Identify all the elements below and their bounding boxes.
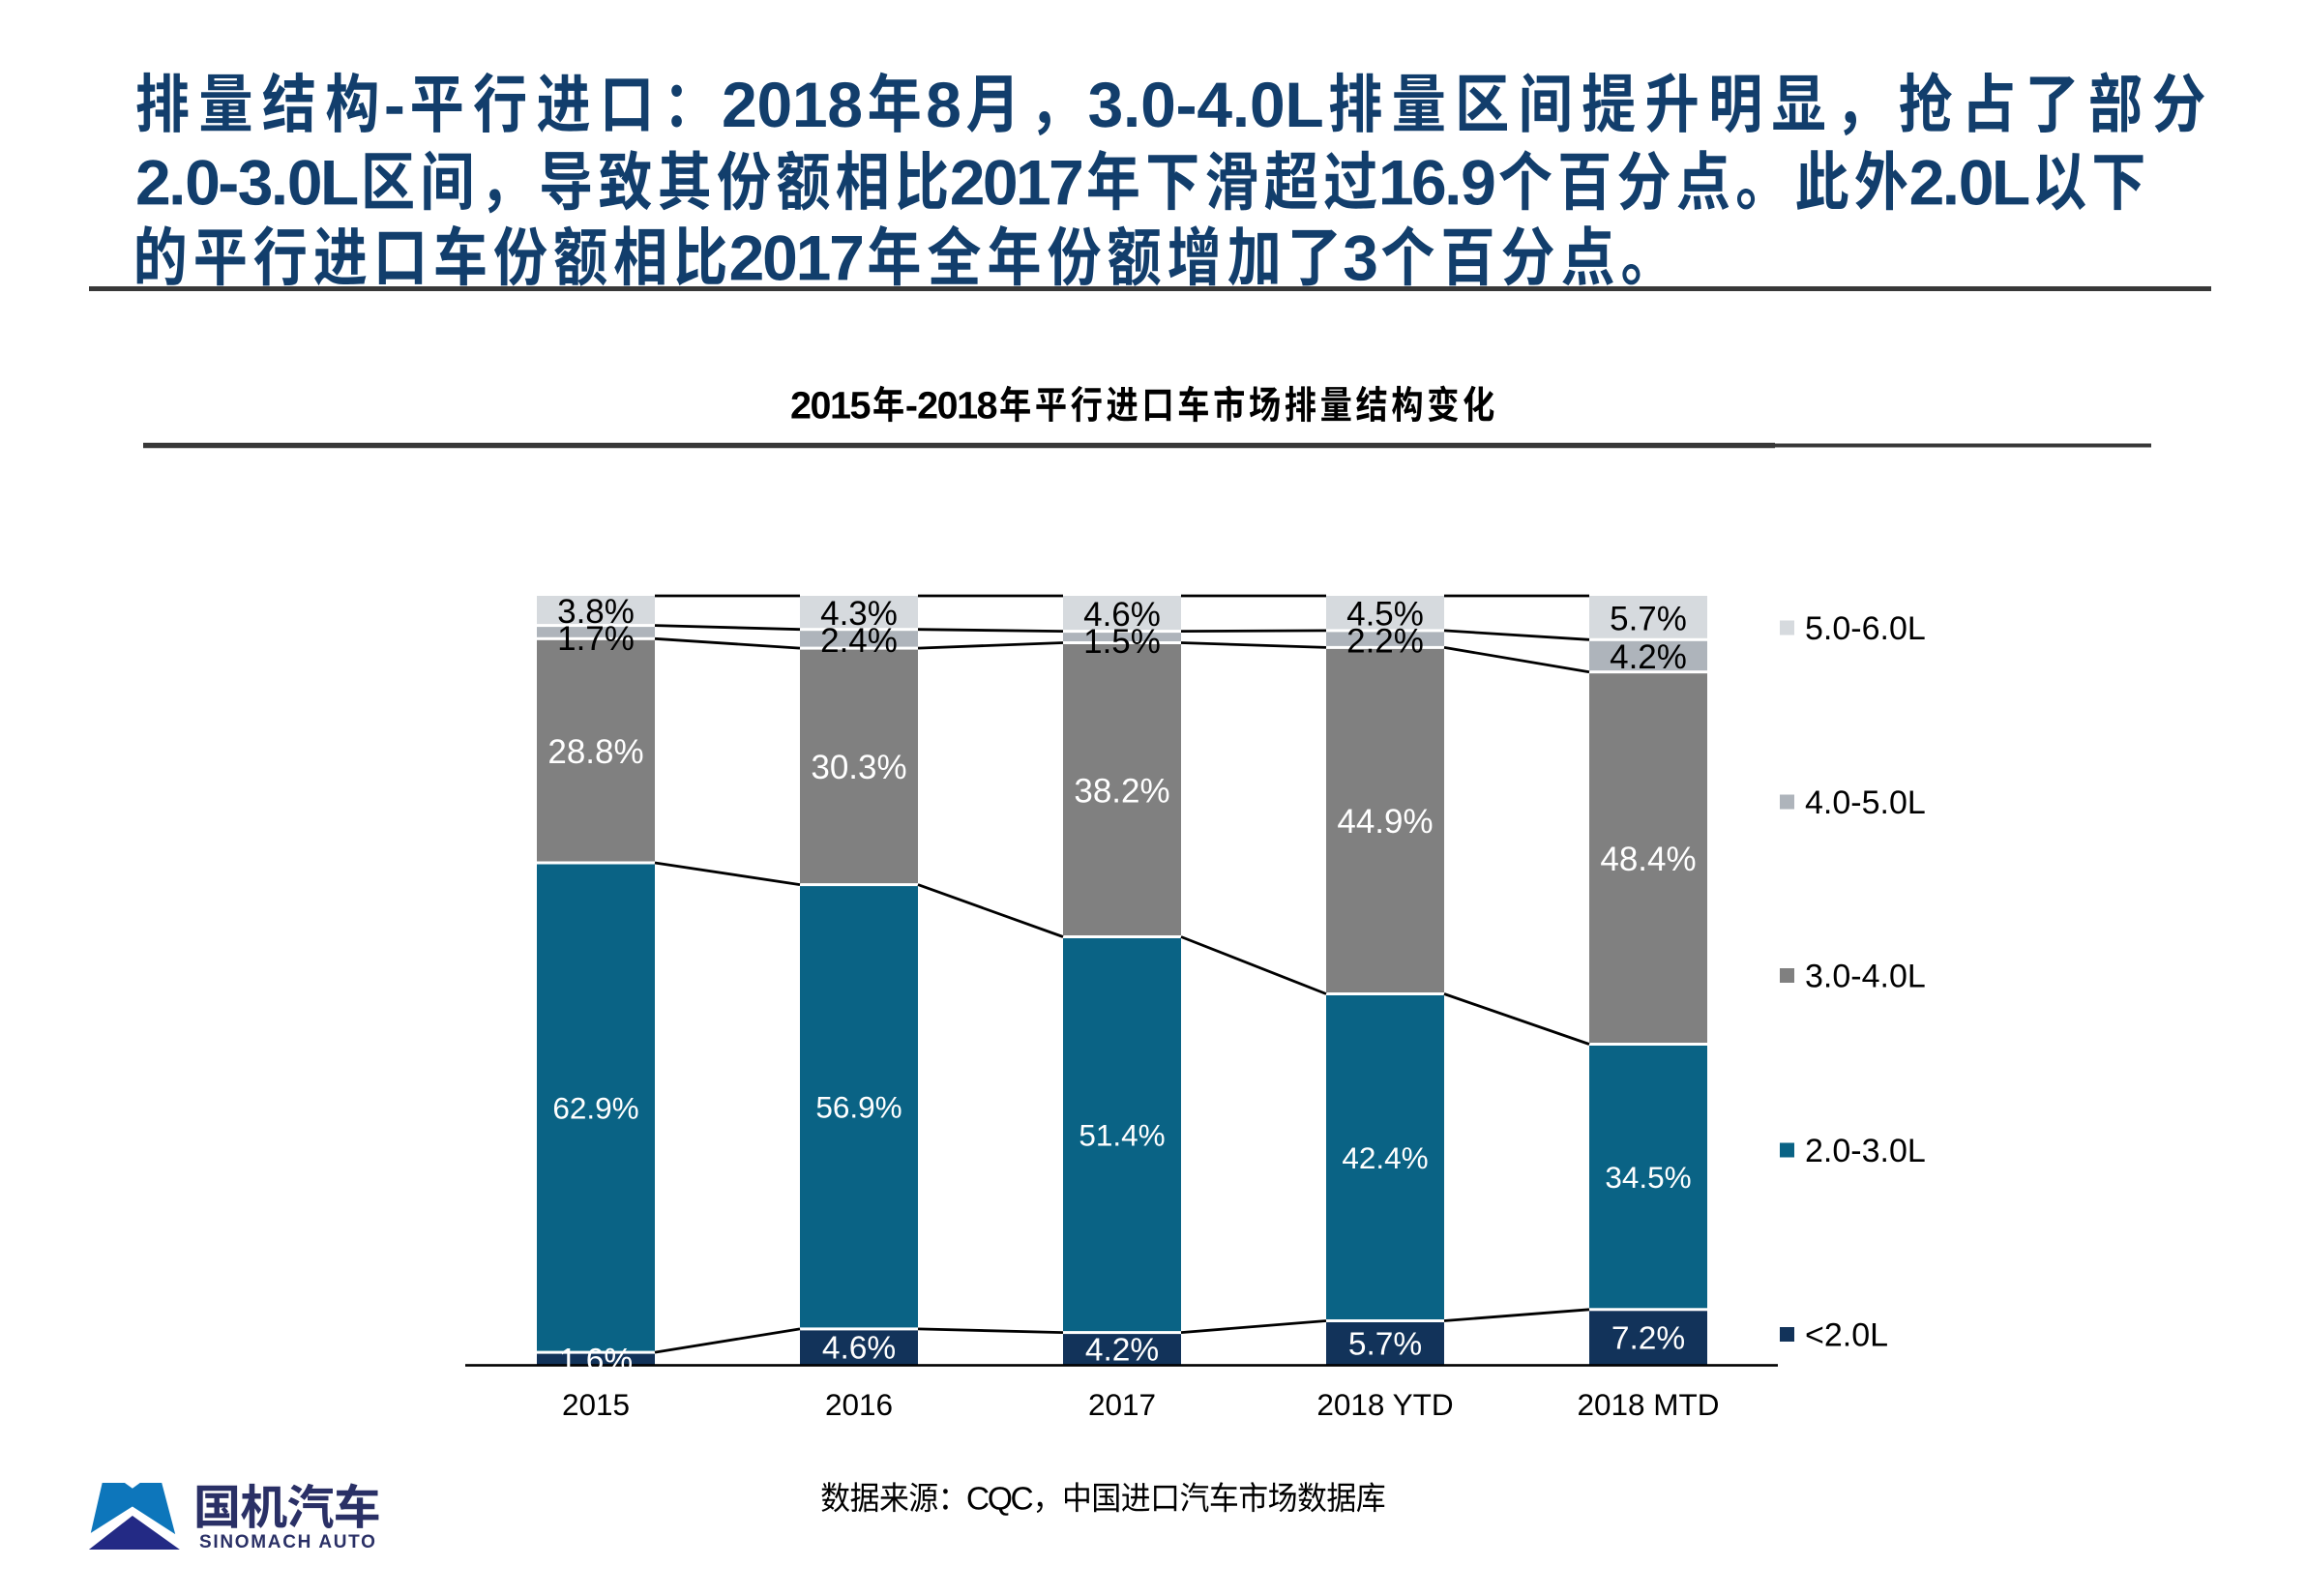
svg-text:30.3%: 30.3% (811, 749, 906, 786)
svg-text:34.5%: 34.5% (1605, 1160, 1691, 1195)
svg-text:5.7%: 5.7% (1610, 600, 1687, 637)
svg-text:5.7%: 5.7% (1348, 1327, 1422, 1363)
svg-text:<2.0L: <2.0L (1805, 1317, 1888, 1354)
svg-text:3.0-4.0L: 3.0-4.0L (1805, 959, 1926, 995)
svg-text:4.3%: 4.3% (820, 595, 898, 633)
svg-text:7.2%: 7.2% (1611, 1321, 1685, 1357)
svg-text:51.4%: 51.4% (1079, 1118, 1165, 1153)
svg-text:56.9%: 56.9% (815, 1090, 902, 1125)
svg-text:2.0-3.0L: 2.0-3.0L (1805, 1133, 1926, 1169)
svg-text:48.4%: 48.4% (1600, 841, 1696, 878)
svg-text:1.7%: 1.7% (557, 620, 635, 658)
svg-text:3.8%: 3.8% (557, 593, 635, 631)
svg-text:1.5%: 1.5% (1083, 623, 1161, 661)
svg-text:2015: 2015 (562, 1387, 630, 1422)
svg-text:SINOMACH AUTO: SINOMACH AUTO (199, 1532, 377, 1552)
svg-text:38.2%: 38.2% (1074, 772, 1169, 810)
svg-text:2.2%: 2.2% (1346, 623, 1424, 661)
svg-text:2018 YTD: 2018 YTD (1316, 1387, 1453, 1422)
svg-text:4.2%: 4.2% (1610, 638, 1687, 676)
svg-text:42.4%: 42.4% (1342, 1140, 1428, 1175)
svg-text:5.0-6.0L: 5.0-6.0L (1805, 610, 1926, 647)
svg-text:4.0-5.0L: 4.0-5.0L (1805, 784, 1926, 821)
svg-text:2018 MTD: 2018 MTD (1577, 1387, 1719, 1422)
svg-text:1.6%: 1.6% (559, 1343, 633, 1378)
svg-text:4.6%: 4.6% (822, 1331, 896, 1367)
svg-text:2016: 2016 (825, 1387, 893, 1422)
svg-text:2017: 2017 (1088, 1387, 1156, 1422)
svg-text:4.6%: 4.6% (1083, 596, 1161, 634)
svg-text:28.8%: 28.8% (547, 733, 643, 771)
svg-text:4.5%: 4.5% (1346, 596, 1424, 634)
svg-text:2.4%: 2.4% (820, 622, 898, 660)
svg-text:44.9%: 44.9% (1337, 803, 1433, 841)
svg-text:62.9%: 62.9% (552, 1091, 638, 1126)
svg-text:4.2%: 4.2% (1085, 1333, 1159, 1369)
